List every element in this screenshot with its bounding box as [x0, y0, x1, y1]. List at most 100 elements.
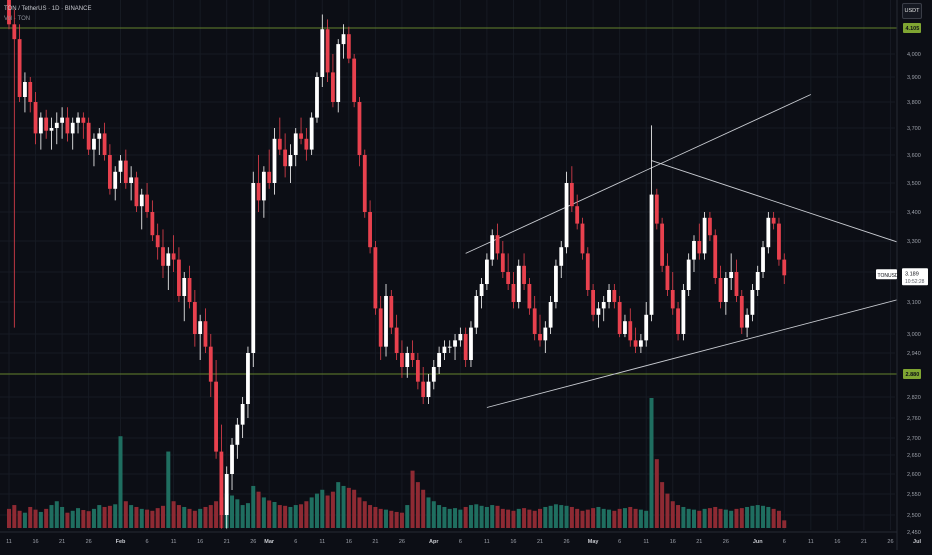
candle-body — [299, 133, 303, 139]
candle-body — [405, 353, 410, 367]
candle-body — [644, 314, 649, 341]
price-tick-label: 2,820 — [907, 395, 921, 401]
time-tick-label: 16 — [197, 539, 203, 545]
candle-body — [431, 367, 436, 382]
candle-body — [713, 235, 718, 278]
candle-body — [336, 44, 341, 102]
time-tick-label: 11 — [643, 539, 649, 545]
volume-bar — [341, 485, 346, 528]
candle-body — [607, 290, 611, 302]
candle-body — [723, 278, 728, 302]
volume-bar — [113, 504, 118, 528]
volume-bar — [622, 508, 627, 528]
volume-bar — [368, 505, 373, 528]
volume-bar — [532, 510, 537, 528]
volume-bar — [697, 510, 702, 528]
volume-bar — [86, 511, 91, 528]
volume-bar — [676, 505, 681, 528]
time-tick-label: 26 — [723, 539, 729, 545]
candle-body — [145, 194, 149, 212]
horizontal-levels[interactable] — [0, 27, 897, 375]
candle-body — [442, 346, 447, 353]
volume-bar — [362, 501, 367, 528]
volume-bar — [644, 510, 649, 528]
currency-button[interactable]: USDT — [902, 3, 922, 19]
candle-body — [708, 217, 712, 236]
volume-bar — [309, 497, 314, 528]
candle-body — [670, 290, 675, 309]
volume-bar — [325, 495, 330, 528]
candle-body — [17, 39, 22, 97]
volume-bar — [511, 510, 516, 528]
candle-body — [527, 284, 532, 309]
candle-body — [601, 302, 606, 309]
candle-body — [315, 77, 319, 118]
volume-bar — [76, 508, 81, 528]
volume-legend[interactable]: Vol · TON — [4, 16, 31, 22]
volume-bar — [352, 489, 357, 528]
volume-bar — [633, 508, 638, 528]
price-tick-label: 4,000 — [907, 52, 921, 58]
grid-lines — [0, 0, 918, 533]
candle-body — [293, 133, 298, 155]
price-tick-label: 2,500 — [907, 513, 921, 519]
time-tick-label: 26 — [563, 539, 569, 545]
candle-body — [224, 474, 229, 515]
symbol-title[interactable]: TON / TetherUS · 1D · BINANCE — [4, 6, 92, 12]
volume-bar — [559, 505, 564, 528]
price-tick-label: 2,600 — [907, 472, 921, 478]
candle-body — [697, 241, 702, 254]
price-tick-label: 3,600 — [907, 153, 921, 159]
candle-body — [564, 183, 569, 248]
candle-body — [516, 265, 521, 302]
volume-bar — [739, 508, 744, 528]
volume-bar — [548, 505, 553, 528]
volume-bar — [585, 509, 590, 528]
candle-body — [107, 155, 112, 189]
candle-body — [65, 117, 70, 134]
time-tick-label: 6 — [459, 539, 462, 545]
volume-bar — [320, 489, 325, 528]
candle-body — [554, 265, 558, 302]
trendlines[interactable] — [465, 94, 923, 408]
candle-body — [60, 117, 64, 123]
trendline — [465, 94, 811, 254]
volume-bar — [638, 509, 643, 528]
volume-bar — [192, 510, 197, 528]
last-price-countdown: 10:52:28 — [905, 279, 925, 285]
time-tick-label: 6 — [783, 539, 786, 545]
volume-bar — [527, 509, 532, 528]
candle-body — [49, 128, 54, 131]
volume-bar — [389, 510, 394, 528]
level-badge — [903, 23, 921, 33]
volume-bar — [81, 510, 86, 528]
volume-bar — [198, 508, 203, 528]
time-tick-label: 21 — [224, 539, 230, 545]
candle-body — [766, 217, 771, 248]
volume-bar — [660, 482, 665, 528]
time-tick-label: 26 — [887, 539, 893, 545]
volume-bar — [214, 501, 219, 528]
candle-body — [251, 183, 256, 353]
time-axis[interactable]: 11 16 21 26 Feb 6 11 16 21 26 Mar 6 11 16 21 26 Apr 6 11 16… — [0, 531, 921, 545]
candle-body — [177, 259, 181, 296]
candle-body — [490, 235, 495, 260]
time-tick-label: 6 — [146, 539, 149, 545]
volume-bar — [91, 508, 96, 528]
volume-bar — [145, 509, 150, 528]
candle-body — [373, 247, 378, 309]
candle-body — [166, 253, 171, 266]
candle-body — [485, 259, 489, 284]
candle-body — [118, 160, 123, 172]
candle-body — [150, 212, 155, 236]
volume-bar — [245, 503, 250, 528]
candle-body — [368, 212, 372, 248]
volume-bar — [208, 505, 213, 528]
time-tick-label: Apr — [429, 539, 439, 545]
time-tick-label: 21 — [696, 539, 702, 545]
candle-body — [44, 117, 49, 131]
volume-bar — [617, 508, 622, 528]
price-tick-label: 3,000 — [907, 332, 921, 338]
